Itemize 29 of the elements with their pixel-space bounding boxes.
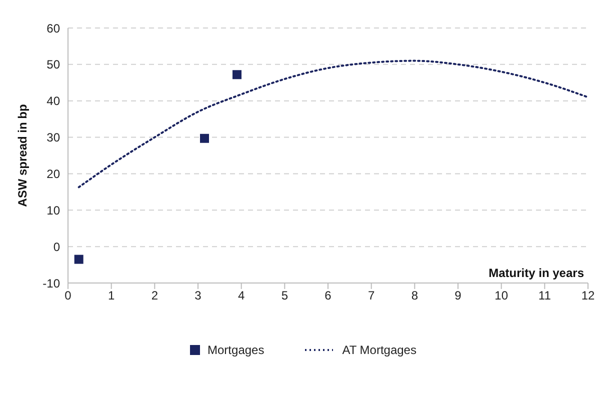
- x-tick-label: 4: [238, 288, 245, 303]
- x-tick-label: 9: [454, 288, 462, 303]
- x-tick-label: 10: [494, 288, 508, 303]
- x-tick-label: 5: [281, 288, 288, 303]
- x-tick-label: 1: [108, 288, 115, 303]
- y-tick-label: 20: [46, 166, 60, 181]
- x-tick-label: 6: [324, 288, 332, 303]
- x-tick-label: 12: [581, 288, 595, 303]
- x-tick-label: 3: [194, 288, 202, 303]
- x-tick-label: 8: [411, 288, 418, 303]
- y-tick-label: -10: [42, 276, 60, 290]
- x-tick-label: 11: [538, 288, 552, 303]
- point: [74, 254, 84, 264]
- line-series: [78, 60, 588, 188]
- y-tick-label: 60: [46, 21, 60, 36]
- y-tick-label: 10: [46, 203, 60, 218]
- legend-label: AT Mortgages: [342, 343, 416, 357]
- point: [200, 134, 209, 143]
- x-tick-label: 0: [64, 288, 72, 303]
- y-axis-title: ASW spread in bp: [15, 104, 30, 207]
- y-tick-label: 50: [46, 58, 60, 72]
- legend-label: Mortgages: [208, 343, 264, 357]
- x-tick-label: 2: [151, 288, 158, 303]
- y-tick-label: 0: [53, 240, 60, 254]
- x-axis-title: Maturity in years: [488, 266, 584, 280]
- x-tick-label: 7: [368, 288, 375, 303]
- y-tick-label: 40: [46, 94, 60, 108]
- y-tick-label: 30: [46, 130, 60, 145]
- point: [232, 70, 242, 80]
